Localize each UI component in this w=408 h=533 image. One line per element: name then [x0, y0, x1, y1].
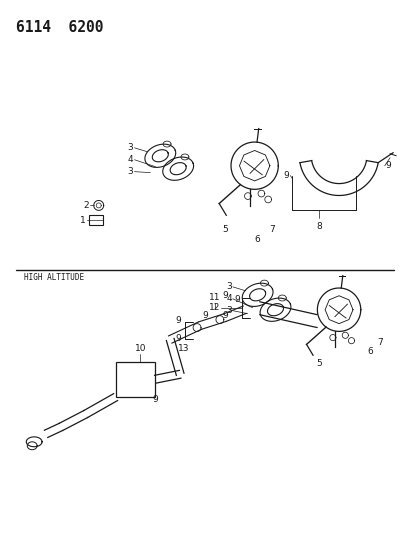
Text: 9: 9	[284, 171, 289, 180]
Text: 10: 10	[135, 344, 146, 353]
Text: 9: 9	[222, 292, 228, 300]
Text: 9: 9	[234, 295, 239, 304]
Text: 1: 1	[80, 216, 86, 225]
Text: 5: 5	[316, 359, 322, 368]
Text: 3: 3	[226, 282, 232, 292]
Text: 13: 13	[178, 344, 190, 353]
Text: 7: 7	[270, 225, 275, 235]
Text: 9: 9	[153, 395, 158, 404]
Text: HIGH ALTITUDE: HIGH ALTITUDE	[24, 273, 84, 282]
Text: 4: 4	[226, 294, 232, 303]
Text: 9: 9	[386, 161, 392, 170]
Text: 7: 7	[377, 337, 383, 346]
Text: 8: 8	[316, 222, 322, 231]
Text: 9: 9	[202, 311, 208, 320]
Text: 2: 2	[83, 201, 89, 210]
Text: 11: 11	[209, 293, 221, 302]
Text: 3: 3	[226, 306, 232, 315]
Bar	[115, 362, 155, 397]
Text: 6: 6	[367, 348, 373, 357]
Text: 4: 4	[128, 155, 133, 164]
Text: 12: 12	[208, 303, 220, 312]
Text: 3: 3	[128, 167, 133, 176]
Text: 6: 6	[255, 235, 260, 244]
Text: 6114  6200: 6114 6200	[16, 20, 104, 35]
Text: 9: 9	[175, 316, 181, 325]
Bar	[89, 215, 103, 225]
Text: 5: 5	[222, 225, 228, 235]
Text: 9: 9	[175, 334, 181, 343]
Text: 9: 9	[222, 311, 228, 320]
Text: 3: 3	[128, 143, 133, 152]
